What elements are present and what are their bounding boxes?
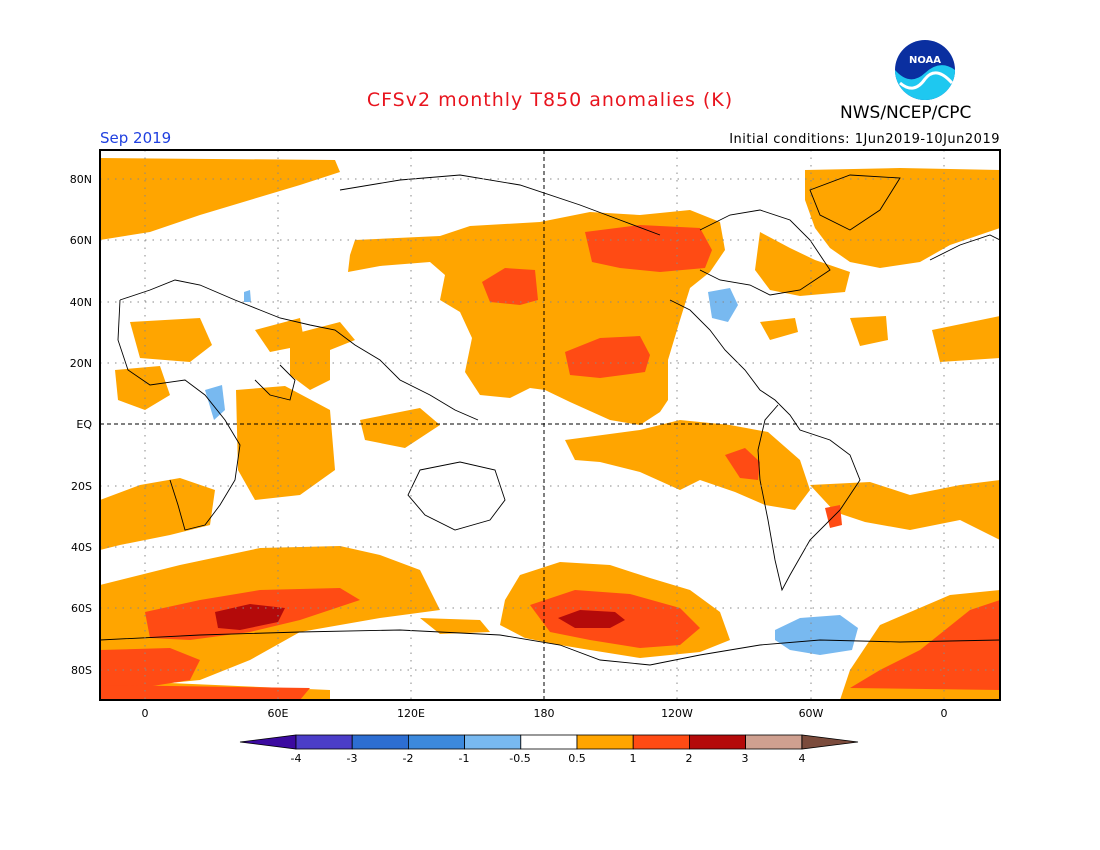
logo-text: NOAA: [909, 55, 941, 66]
lon-label: 120E: [397, 707, 425, 720]
colorbar-bin: [295, 734, 353, 750]
lat-label: 20S: [71, 480, 92, 493]
noaa-logo: NOAA: [894, 39, 956, 101]
map-title: CFSv2 monthly T850 anomalies (K): [366, 89, 734, 111]
lon-label: 60W: [799, 707, 824, 720]
colorbar-tick-label: -4: [291, 752, 302, 765]
colorbar-bin: [745, 734, 803, 750]
lat-label: 40S: [71, 541, 92, 554]
colorbar-tick-label: 4: [799, 752, 806, 765]
colorbar-bin: [407, 734, 465, 750]
lon-label: 120W: [661, 707, 693, 720]
colorbar: -4 -3 -2 -1 -0.5 0.5 1 2 3 4: [239, 734, 859, 765]
colorbar-bin: [689, 734, 747, 750]
colorbar-bin: [351, 734, 409, 750]
valid-month: Sep 2019: [100, 129, 172, 147]
lat-label: 80N: [70, 173, 92, 186]
longitude-axis: 0 60E 120E 180 120W 60W 0: [142, 707, 948, 720]
colorbar-low-arrow: [239, 734, 297, 750]
latitude-axis: 80N 60N 40N 20N EQ 20S 40S 60S 80S: [70, 173, 93, 677]
lon-label: 60E: [268, 707, 289, 720]
colorbar-bin: [632, 734, 690, 750]
lat-label: 80S: [71, 664, 92, 677]
lon-label: 0: [941, 707, 948, 720]
colorbar-tick-label: 3: [742, 752, 749, 765]
lat-label: 60N: [70, 234, 92, 247]
colorbar-high-arrow: [801, 734, 859, 750]
lat-label: 60S: [71, 602, 92, 615]
lat-label: 20N: [70, 357, 92, 370]
colorbar-tick-label: -1: [459, 752, 470, 765]
colorbar-bin: [520, 734, 578, 750]
lat-label: 40N: [70, 296, 92, 309]
anomaly-shading: [100, 158, 1000, 700]
colorbar-tick-label: -2: [403, 752, 414, 765]
colorbar-tick-label: -3: [347, 752, 358, 765]
colorbar-tick-label: -0.5: [509, 752, 530, 765]
colorbar-tick-label: 2: [686, 752, 693, 765]
lon-label: 180: [534, 707, 555, 720]
organization-label: NWS/NCEP/CPC: [840, 103, 972, 123]
initial-conditions: Initial conditions: 1Jun2019-10Jun2019: [729, 132, 1000, 147]
graticule: [100, 150, 1000, 700]
colorbar-tick-label: 0.5: [568, 752, 586, 765]
map-frame: [99, 149, 1001, 701]
colorbar-tick-label: 1: [630, 752, 637, 765]
lat-label: EQ: [76, 418, 92, 431]
lon-label: 0: [142, 707, 149, 720]
colorbar-bin: [576, 734, 634, 750]
colorbar-bin: [464, 734, 522, 750]
